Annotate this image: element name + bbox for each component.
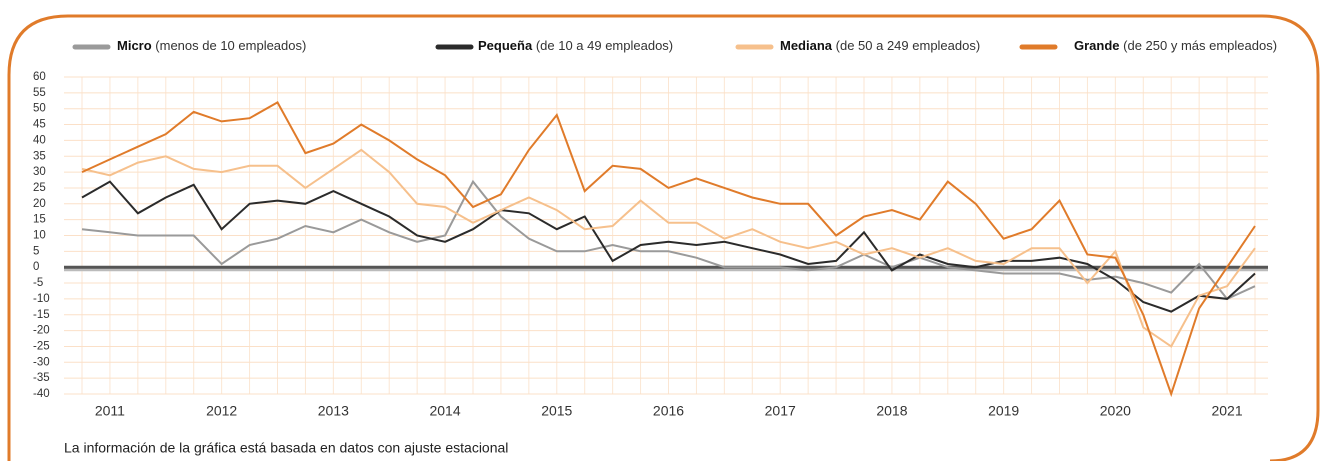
legend-detail: (de 10 a 49 empleados) [536,38,673,53]
y-tick-label: -20 [33,325,50,337]
x-tick-label: 2018 [876,403,907,419]
y-tick-label: -5 [33,277,43,289]
y-tick-label: -40 [33,388,50,400]
legend-entry: Grande (de 250 y más empleados) [1074,38,1277,53]
legend-name: Pequeña [478,38,533,53]
x-tick-label: 2012 [206,403,237,419]
legend-detail: (de 50 a 249 empleados) [836,38,981,53]
y-tick-label: 35 [33,150,46,162]
series-line [81,101,1256,398]
y-tick-label: 20 [33,198,46,210]
legend-entry: Micro (menos de 10 empleados) [117,38,306,53]
legend-name: Mediana [780,38,833,53]
x-tick-label: 2015 [541,403,572,419]
x-tick-label: 2017 [765,403,796,419]
y-tick-label: 0 [33,261,39,273]
y-tick-label: -10 [33,293,50,305]
legend-detail: (menos de 10 empleados) [155,38,306,53]
series-line [81,179,1256,301]
y-tick-label: 40 [33,134,46,146]
legend-entry: Pequeña (de 10 a 49 empleados) [478,38,673,53]
legend-entry: Mediana (de 50 a 249 empleados) [780,38,980,53]
y-tick-label: 60 [33,71,46,83]
x-tick-label: 2014 [429,403,460,419]
y-tick-label: -35 [33,372,50,384]
y-tick-label: -15 [33,309,50,321]
x-tick-label: 2016 [653,403,684,419]
series-line [81,180,1256,313]
y-tick-label: 10 [33,230,46,242]
x-tick-label: 2011 [95,403,125,419]
y-tick-label: 50 [33,103,46,115]
x-tick-label: 2020 [1100,403,1131,419]
note: La información de la gráfica está basada… [64,440,508,456]
x-tick-label: 2021 [1211,403,1242,419]
legend-detail: (de 250 y más empleados) [1123,38,1277,53]
y-tick-label: 55 [33,87,46,99]
y-tick-label: 45 [33,119,46,131]
x-tick-label: 2013 [318,403,349,419]
y-tick-label: 5 [33,245,39,257]
legend-name: Micro [117,38,152,53]
legend-name: Grande [1074,38,1120,53]
y-tick-label: 15 [33,214,46,226]
y-tick-label: -25 [33,340,50,352]
y-tick-label: -30 [33,356,50,368]
series-line [81,148,1256,348]
x-tick-label: 2019 [988,403,1019,419]
frame [7,14,1320,461]
y-tick-label: 25 [33,182,46,194]
y-tick-label: 30 [33,166,46,178]
